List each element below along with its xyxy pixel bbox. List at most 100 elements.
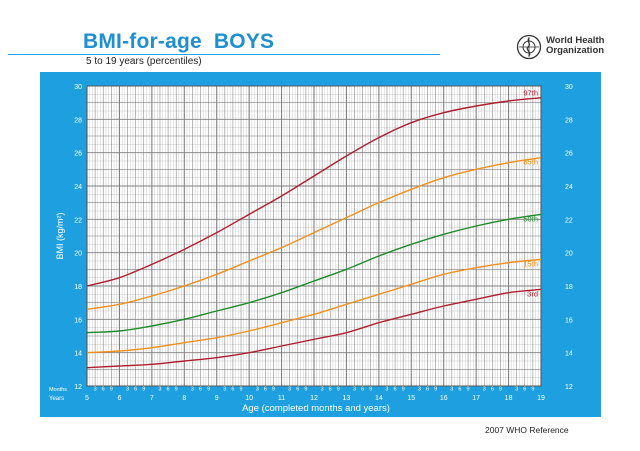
month-tick-label: 6: [426, 387, 429, 393]
month-tick-label: 6: [296, 387, 299, 393]
month-tick-label: 3: [94, 387, 97, 393]
months-row-label: Months: [49, 387, 67, 393]
month-tick-label: 9: [499, 387, 502, 393]
year-tick-label: 11: [278, 395, 285, 402]
year-tick-label: 8: [182, 395, 186, 402]
month-tick-label: 6: [361, 387, 364, 393]
month-tick-label: 3: [483, 387, 486, 393]
axis-layer: 12 12 14 14 16 16 18 18 20 20 22 22 24 24 26 26 28 28 30 30…: [49, 84, 573, 414]
year-tick-label: 17: [472, 395, 480, 402]
series-line-85th: [86, 156, 542, 311]
year-tick-label: 12: [310, 395, 318, 402]
month-tick-label: 3: [321, 387, 324, 393]
reference-note: 2007 WHO Reference: [485, 425, 569, 435]
month-tick-label: 6: [167, 387, 170, 393]
month-tick-label: 3: [385, 387, 388, 393]
y-tick-label-right: 30: [565, 84, 573, 91]
y-tick-label-left: 20: [74, 251, 82, 258]
org-name-line2: Organization: [546, 45, 605, 56]
series-line-15th: [86, 258, 542, 354]
year-tick-label: 15: [407, 395, 415, 402]
month-tick-label: 9: [304, 387, 307, 393]
year-tick-label: 14: [375, 395, 383, 402]
series-layer: 97th 85th 50th 15th 3rd: [86, 89, 542, 369]
org-name-line1: World Health: [546, 35, 605, 46]
who-emblem-icon: [516, 34, 542, 60]
y-tick-label-left: 26: [74, 151, 82, 158]
year-tick-label: 7: [150, 395, 154, 402]
y-tick-label-right: 14: [565, 351, 573, 358]
series-label-50th: 50th: [523, 214, 538, 223]
month-tick-label: 3: [353, 387, 356, 393]
y-tick-label-right: 18: [565, 284, 573, 291]
y-tick-label-left: 12: [74, 384, 82, 391]
page-subtitle: 5 to 19 years (percentiles): [86, 56, 202, 67]
month-tick-label: 6: [458, 387, 461, 393]
month-tick-label: 6: [394, 387, 397, 393]
year-tick-label: 6: [117, 395, 121, 402]
y-tick-label-left: 16: [74, 317, 82, 324]
month-tick-label: 9: [402, 387, 405, 393]
title-divider: [8, 54, 440, 55]
month-tick-label: 9: [272, 387, 275, 393]
series-label-15th: 15th: [523, 259, 538, 268]
year-tick-label: 5: [85, 395, 89, 402]
month-tick-label: 3: [126, 387, 129, 393]
years-row-label: Years: [49, 396, 64, 402]
series-line-3rd: [86, 288, 542, 369]
month-tick-label: 6: [231, 387, 234, 393]
year-tick-label: 9: [215, 395, 219, 402]
year-tick-label: 16: [440, 395, 448, 402]
series-label-97th: 97th: [523, 89, 538, 98]
y-tick-label-right: 20: [565, 251, 573, 258]
month-tick-label: 3: [223, 387, 226, 393]
month-tick-label: 6: [102, 387, 105, 393]
y-axis-label: BMI (kg/m²): [55, 213, 65, 260]
organization-name: World Health Organization: [546, 36, 604, 56]
month-tick-label: 9: [207, 387, 210, 393]
month-tick-label: 6: [523, 387, 526, 393]
y-tick-label-left: 18: [74, 284, 82, 291]
grid: [86, 85, 542, 387]
month-tick-label: 6: [264, 387, 267, 393]
y-tick-label-left: 14: [74, 351, 82, 358]
series-line-97th: [86, 96, 542, 287]
month-tick-label: 6: [134, 387, 137, 393]
series-label-85th: 85th: [523, 158, 538, 167]
month-tick-label: 3: [515, 387, 518, 393]
year-tick-label: 18: [505, 395, 513, 402]
month-tick-label: 3: [418, 387, 421, 393]
month-tick-label: 3: [256, 387, 259, 393]
y-tick-label-right: 28: [565, 117, 573, 124]
month-tick-label: 9: [434, 387, 437, 393]
y-tick-label-left: 28: [74, 117, 82, 124]
month-tick-label: 9: [175, 387, 178, 393]
y-tick-label-left: 22: [74, 217, 82, 224]
year-tick-label: 13: [343, 395, 351, 402]
x-axis-label: Age (completed months and years): [242, 403, 390, 414]
month-tick-label: 9: [467, 387, 470, 393]
y-tick-label-right: 16: [565, 317, 573, 324]
plot-border: [86, 85, 542, 387]
month-tick-label: 3: [288, 387, 291, 393]
month-tick-label: 6: [491, 387, 494, 393]
month-tick-label: 3: [191, 387, 194, 393]
month-tick-label: 9: [337, 387, 340, 393]
month-tick-label: 6: [329, 387, 332, 393]
series-line-50th: [86, 213, 542, 334]
series-label-3rd: 3rd: [527, 289, 538, 298]
year-tick-label: 19: [537, 395, 545, 402]
month-tick-label: 3: [158, 387, 161, 393]
y-tick-label-left: 30: [74, 84, 82, 91]
month-tick-label: 3: [450, 387, 453, 393]
page-title: BMI-for-age BOYS: [83, 30, 275, 53]
month-tick-label: 9: [369, 387, 372, 393]
y-tick-label-left: 24: [74, 184, 82, 191]
month-tick-label: 9: [110, 387, 113, 393]
month-tick-label: 9: [240, 387, 243, 393]
y-tick-label-right: 12: [565, 384, 573, 391]
month-tick-label: 6: [199, 387, 202, 393]
month-tick-label: 9: [142, 387, 145, 393]
month-tick-label: 9: [531, 387, 534, 393]
